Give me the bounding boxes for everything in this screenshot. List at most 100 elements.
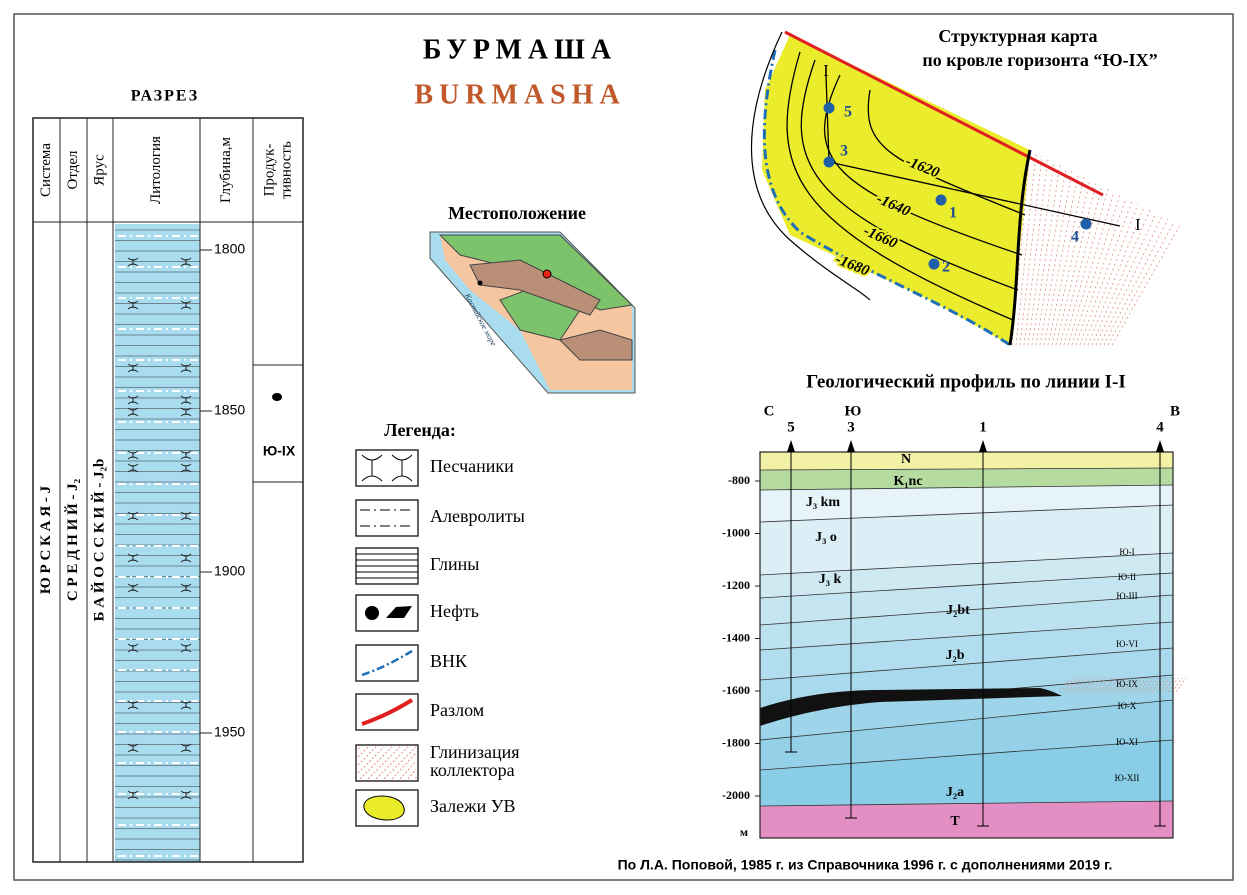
shale-hatch (1079, 677, 1091, 693)
well-label: 2 (942, 259, 950, 276)
well (928, 258, 940, 270)
productive-horizon: Ю-IX (263, 443, 296, 459)
layer-label: K₁nc (893, 474, 922, 489)
boundary-fault (1008, 149, 1032, 346)
profile-boundary (759, 800, 1174, 807)
profile-boundary (759, 739, 1174, 771)
sand-symbol (180, 511, 192, 521)
sand-symbol (180, 743, 192, 753)
sand-symbol (180, 363, 192, 373)
oil-dot (272, 393, 282, 401)
oil-pool (760, 688, 1062, 726)
profile-layer (760, 801, 1173, 838)
well-label: 5 (787, 419, 795, 435)
well-arrow (1156, 440, 1164, 452)
direction: В (1170, 403, 1180, 419)
y-tick-label: -1000 (722, 525, 750, 539)
shale-hatch (1019, 155, 1043, 346)
y-tick-label: -1800 (722, 735, 750, 749)
location-title: Местоположение (448, 203, 586, 223)
y-tick-label: -800 (728, 473, 750, 487)
shale-hatch (1075, 197, 1127, 346)
shale-hatch (1043, 173, 1079, 346)
shale-hatch (1119, 677, 1131, 693)
inset-town (477, 280, 483, 286)
legend-label: ВНК (430, 651, 468, 671)
stratigraphy-label: С Р Е Д Н И Й - J₂ (64, 478, 81, 601)
sand-symbol (127, 700, 139, 710)
shale-hatch (1059, 185, 1103, 346)
shale-hatch (1071, 677, 1083, 693)
legend-box (355, 449, 419, 487)
legend-label: коллектора (430, 760, 515, 780)
horizon-label: Ю-IX (1116, 679, 1138, 689)
shale-hatch (1087, 677, 1099, 693)
legend-box (355, 499, 419, 537)
sand-symbol (127, 407, 139, 417)
profile-boundary (759, 572, 1174, 599)
profile-layer (760, 595, 1173, 650)
legend-hatch (357, 746, 377, 766)
owc (762, 49, 1011, 347)
depth-label: 1850 (214, 402, 245, 418)
profile-boundary (759, 621, 1174, 651)
layer-label: T (950, 814, 960, 829)
map-title: Структурная карта (938, 26, 1097, 46)
legend-hatch (357, 746, 361, 750)
section-title: РАЗРЕЗ (131, 88, 199, 105)
sand-symbol (180, 553, 192, 563)
shale-hatch (1031, 164, 1061, 346)
sand-symbol (127, 463, 139, 473)
legend-box (355, 594, 419, 632)
sand-symbol (180, 700, 192, 710)
layer-label: J₂a (946, 785, 964, 800)
shale-hatch (1095, 212, 1157, 346)
sand-symbol (180, 643, 192, 653)
profile-title: Геологический профиль по линии I-I (806, 371, 1126, 392)
well (935, 194, 947, 206)
shale-hatch (1051, 179, 1091, 346)
profile-boundary (759, 594, 1174, 626)
column-header: Глубина,м (218, 137, 234, 203)
shale-hatch (1063, 677, 1075, 693)
well-arrow (847, 440, 855, 452)
legend-hatch (383, 746, 417, 780)
layer-label: J₃ o (815, 530, 837, 545)
y-tick-label: -1200 (722, 578, 750, 592)
legend-hatch (399, 760, 417, 780)
legend-label: Глины (430, 554, 479, 574)
shale-hatch (1155, 677, 1167, 693)
shale-hatch (1151, 677, 1163, 693)
well (1080, 218, 1092, 230)
contour (786, 51, 1014, 321)
fault (784, 30, 1104, 197)
direction: С (764, 403, 775, 419)
y-tick-label: -1400 (722, 630, 750, 644)
legend-label: Глинизация (430, 742, 520, 762)
legend-label: Разлом (430, 700, 484, 720)
shale-hatch (1107, 677, 1119, 693)
footer: По Л.А. Поповой, 1985 г. из Справочника … (618, 857, 1113, 873)
sand-symbol (180, 463, 192, 473)
shale-hatch (1023, 158, 1049, 346)
profile-layer (760, 553, 1173, 598)
shale-hatch (1071, 194, 1121, 346)
sand-symbol (127, 790, 139, 800)
title: БУРМАША (423, 34, 617, 65)
shale-hatch (1107, 221, 1175, 346)
depth-label: 1800 (214, 241, 245, 257)
legend-hatch (375, 746, 409, 780)
sand-symbol (127, 450, 139, 460)
well-label: 4 (1071, 229, 1079, 246)
shale-hatch (1083, 203, 1139, 346)
sand-symbol (180, 407, 192, 417)
profile-frame (759, 451, 1174, 839)
horizon-label: Ю-II (1118, 572, 1136, 582)
sand-symbol (180, 790, 192, 800)
well (823, 156, 835, 168)
well-label: 3 (840, 143, 848, 160)
shale-hatch (1171, 677, 1183, 693)
sand-symbol (127, 363, 139, 373)
shale-hatch (1067, 677, 1079, 693)
